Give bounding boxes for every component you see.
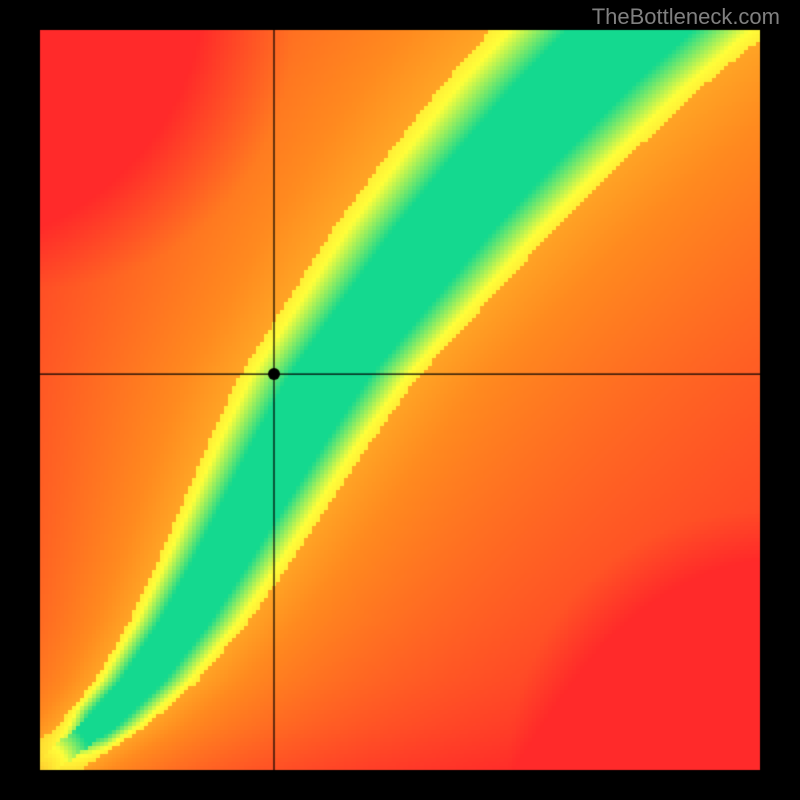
heatmap-canvas — [0, 0, 800, 800]
watermark-text: TheBottleneck.com — [592, 4, 780, 30]
chart-container: TheBottleneck.com — [0, 0, 800, 800]
